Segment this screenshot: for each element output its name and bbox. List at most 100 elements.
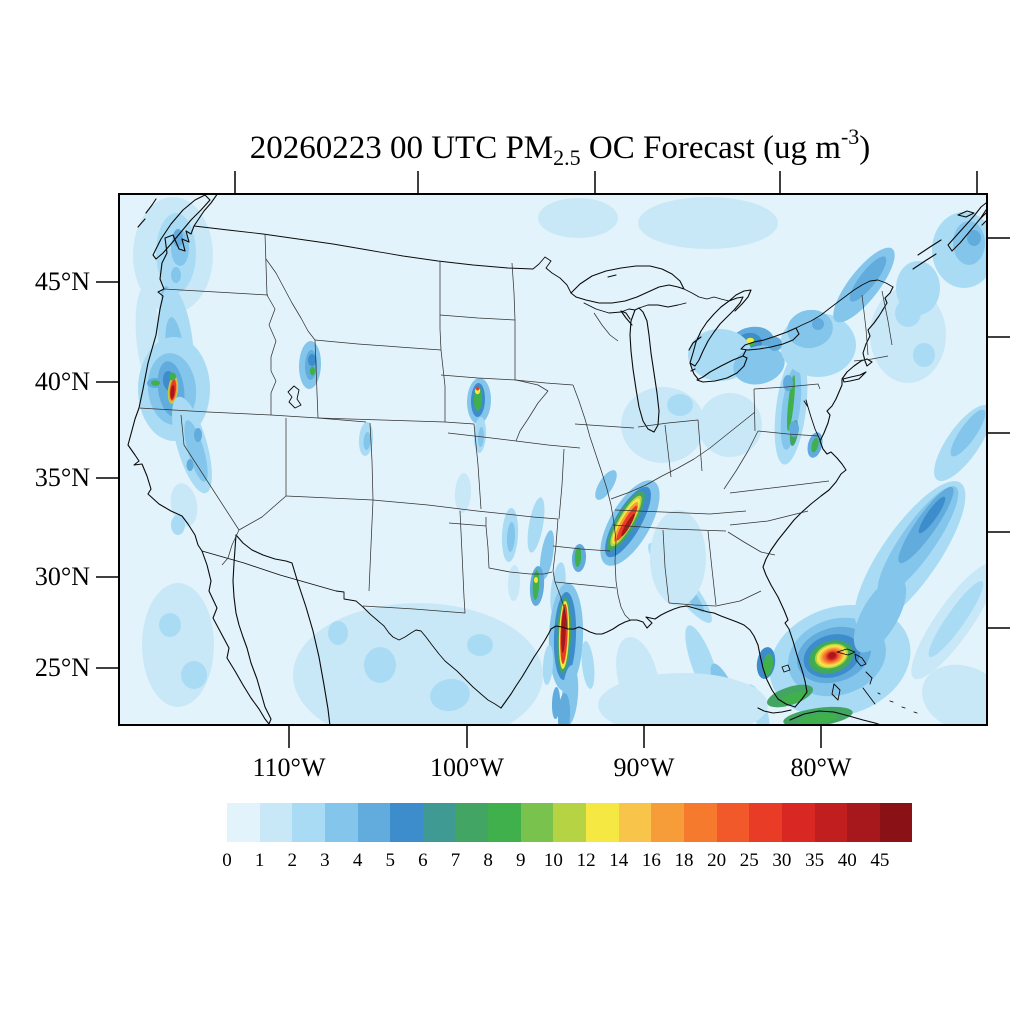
field-contour-blob bbox=[184, 420, 208, 482]
field-contour-blob bbox=[598, 673, 768, 726]
field-contour-blob bbox=[308, 354, 316, 366]
lon-tick-label: 90°W bbox=[613, 753, 675, 782]
colorbar-cell bbox=[259, 803, 293, 842]
lake-superior bbox=[570, 265, 685, 304]
field-contour-blob bbox=[581, 641, 595, 689]
title-middle: OC Forecast (ug m bbox=[580, 130, 841, 166]
colorbar-cell bbox=[651, 803, 684, 842]
lat-tick-label: 45°N bbox=[34, 267, 90, 296]
colorbar-cell bbox=[227, 803, 260, 842]
field-contour-blob bbox=[698, 393, 762, 457]
colorbar-tick-label: 9 bbox=[516, 850, 526, 871]
field-contour-blob bbox=[151, 380, 160, 386]
atlantic-coastline bbox=[762, 379, 847, 708]
long-island bbox=[842, 371, 867, 383]
pacific-coastline bbox=[127, 193, 219, 552]
field-contour-blob bbox=[170, 385, 175, 399]
field-contour-blob bbox=[194, 428, 202, 442]
field-contour-blob bbox=[786, 375, 796, 431]
concentration-field-layer bbox=[133, 197, 988, 726]
lat-tick-label: 40°N bbox=[34, 367, 90, 396]
colorbar-cell bbox=[781, 803, 815, 842]
st-marys-river-border bbox=[683, 288, 730, 302]
field-contour-blob bbox=[532, 570, 540, 600]
field-contour-blob bbox=[811, 437, 819, 453]
colorbar-tick-label: 1 bbox=[254, 850, 265, 871]
colorbar-cell bbox=[357, 803, 391, 842]
mexico-mainland-coast bbox=[235, 534, 331, 726]
lon-tick-label: 80°W bbox=[790, 753, 852, 782]
state-borders bbox=[138, 233, 893, 629]
field-contour-blob bbox=[186, 459, 194, 471]
colorbar-cell bbox=[847, 803, 880, 842]
field-contour-blob bbox=[667, 394, 693, 416]
field-contour-blob bbox=[561, 609, 566, 653]
lake-okeechobee bbox=[781, 664, 791, 673]
chesapeake-bay bbox=[803, 399, 821, 441]
field-contour-blob bbox=[467, 634, 493, 656]
florida-keys bbox=[757, 707, 792, 714]
field-contour-blob bbox=[768, 337, 782, 351]
vancouver-island-coast bbox=[137, 194, 211, 260]
niagara-river bbox=[742, 349, 747, 357]
colorbar-tick-label: 45 bbox=[870, 850, 890, 871]
field-contour-blob bbox=[181, 661, 207, 689]
field-contour-blob bbox=[173, 229, 183, 247]
field-contour-blob bbox=[475, 386, 480, 391]
title-subscript: 2.5 bbox=[553, 145, 581, 170]
field-contour-blob bbox=[534, 577, 538, 583]
field-contour-blob bbox=[506, 522, 516, 552]
field-contour-blob bbox=[293, 603, 543, 726]
lake-ontario bbox=[740, 327, 800, 351]
colorbar-cell bbox=[716, 803, 750, 842]
field-contour-blob bbox=[746, 337, 754, 344]
lon-tick-label: 110°W bbox=[252, 753, 326, 782]
colorbar-tick-label: 5 bbox=[385, 850, 395, 871]
colorbar-cell bbox=[586, 803, 619, 842]
us-mexico-border bbox=[201, 550, 364, 608]
field-contour-blob bbox=[364, 647, 396, 683]
field-contour-blob bbox=[169, 372, 176, 381]
colorbar-cell bbox=[814, 803, 848, 842]
field-contour-blob bbox=[309, 366, 316, 376]
field-contour-blob bbox=[430, 678, 470, 712]
colorbar-tick-label: 6 bbox=[418, 850, 428, 871]
field-contour-blob bbox=[638, 197, 778, 249]
colorbar-tick-label: 10 bbox=[543, 850, 563, 871]
lake-michigan bbox=[620, 307, 660, 433]
field-contour-blob bbox=[171, 515, 185, 535]
field-contour-blob bbox=[539, 530, 555, 580]
colorbar-cell bbox=[618, 803, 652, 842]
colorbar-cell bbox=[749, 803, 782, 842]
field-contour-blob bbox=[733, 345, 785, 385]
field-contour-blob bbox=[967, 230, 981, 246]
colorbar-tick-label: 2 bbox=[287, 850, 298, 871]
lat-tick-label: 35°N bbox=[34, 463, 90, 492]
field-contour-blob bbox=[650, 510, 706, 606]
title-suffix: ) bbox=[859, 130, 871, 166]
cuba-coast bbox=[789, 710, 885, 726]
field-contour-blob bbox=[918, 496, 946, 534]
field-contour-blob bbox=[828, 652, 836, 659]
field-contour-blob bbox=[363, 432, 371, 450]
colorbar-tick-label: 25 bbox=[739, 850, 759, 871]
colorbar-tick-label: 7 bbox=[450, 850, 461, 871]
field-contour-blob bbox=[621, 513, 635, 537]
field-contour-blob bbox=[527, 497, 545, 553]
great-salt-lake bbox=[287, 385, 302, 409]
lat-tick-label: 30°N bbox=[34, 562, 90, 591]
field-contour-blob bbox=[454, 473, 472, 513]
lake-erie bbox=[696, 355, 748, 383]
gulf-coastline bbox=[500, 605, 796, 709]
colorbar-tick-label: 3 bbox=[320, 850, 330, 871]
colorbar-tick-label: 20 bbox=[707, 850, 727, 871]
page-title: 20260223 00 UTC PM2.5 OC Forecast (ug m-… bbox=[96, 124, 1024, 171]
lat-tick-label: 25°N bbox=[34, 653, 90, 682]
title-superscript: -3 bbox=[840, 124, 860, 149]
bahamas-islands bbox=[831, 648, 918, 714]
upper-peninsula-shore bbox=[583, 302, 687, 314]
colorbar-cell bbox=[390, 803, 423, 842]
field-contour-blob bbox=[762, 654, 774, 676]
